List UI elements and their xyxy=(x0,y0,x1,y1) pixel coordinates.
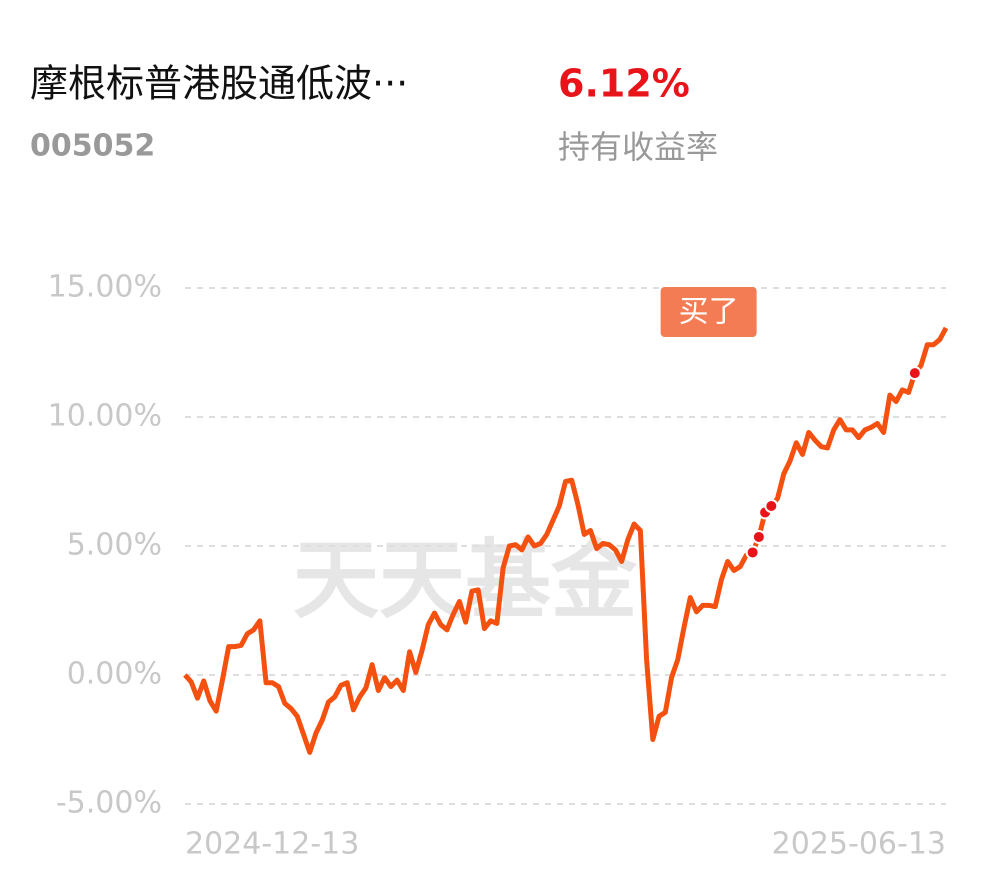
x-tick-label: 2025-06-13 xyxy=(772,827,946,862)
holding-return: 6.12% xyxy=(558,62,690,106)
buy-point xyxy=(907,366,922,381)
buy-point xyxy=(745,545,760,560)
y-tick-label: -5.00% xyxy=(56,786,162,821)
buy-point xyxy=(764,499,779,514)
y-tick-label: 5.00% xyxy=(67,528,162,563)
buy-tag xyxy=(660,287,757,337)
buy-point xyxy=(751,529,766,544)
buy-tag-text: 买了 xyxy=(679,295,739,330)
fund-code: 005052 xyxy=(30,129,155,164)
y-tick-label: 0.00% xyxy=(67,657,162,692)
fund-title[interactable]: 摩根标普港股通低波··· xyxy=(30,62,408,106)
x-tick-label: 2024-12-13 xyxy=(185,827,359,862)
holding-return-label: 持有收益率 xyxy=(558,128,718,166)
y-tick-label: 15.00% xyxy=(48,270,162,305)
y-tick-label: 10.00% xyxy=(48,399,162,434)
line-series xyxy=(183,326,949,755)
